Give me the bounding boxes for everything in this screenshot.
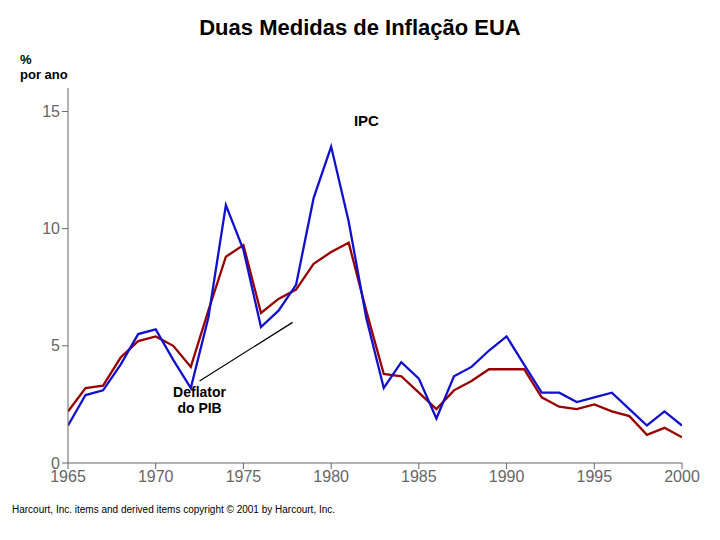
- html-text:% por ano: % por ano: [20, 52, 68, 82]
- svg-text:1965: 1965: [50, 468, 86, 486]
- html-text:Harcourt, Inc. items and deriv: Harcourt, Inc. items and derived items c…: [12, 504, 336, 515]
- svg-text:2000: 2000: [664, 468, 700, 485]
- svg-text:1970: 1970: [138, 468, 174, 485]
- svg-text:10: 10: [42, 220, 60, 237]
- svg-text:IPC: IPC: [354, 112, 379, 129]
- svg-text:0: 0: [51, 455, 60, 472]
- svg-text:Deflatordo PIB: Deflatordo PIB: [173, 384, 226, 416]
- svg-text:1985: 1985: [401, 468, 437, 485]
- svg-text:15: 15: [42, 103, 60, 120]
- html-text:Duas Medidas de Inflação EUA: Duas Medidas de Inflação EUA: [199, 15, 521, 40]
- svg-text:5: 5: [51, 337, 60, 354]
- svg-text:1980: 1980: [313, 468, 349, 485]
- svg-text:1995: 1995: [576, 468, 612, 485]
- svg-text:1990: 1990: [489, 468, 525, 485]
- svg-text:1975: 1975: [226, 468, 262, 485]
